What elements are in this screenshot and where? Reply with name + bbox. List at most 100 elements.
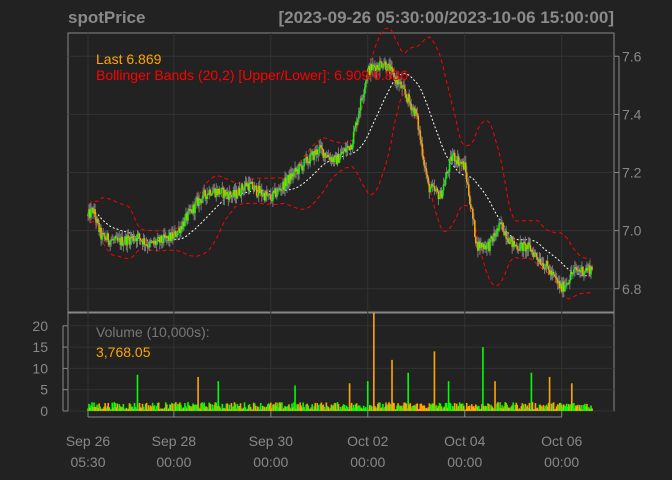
candle-body [546, 261, 549, 267]
volume-bar [195, 404, 197, 411]
candle-body [293, 172, 295, 177]
candle-body [150, 242, 153, 244]
volume-bar [290, 408, 292, 411]
volume-bar [565, 403, 568, 411]
volume-bar [459, 403, 462, 411]
candle-body [505, 231, 507, 239]
candle-body [92, 208, 94, 214]
volume-bar [346, 407, 349, 411]
volume-bar [94, 407, 96, 411]
volume-bar [335, 409, 338, 411]
volume-bar [317, 404, 320, 411]
volume-bar [192, 403, 194, 411]
volume-bar [521, 403, 524, 411]
volume-bar [226, 403, 229, 411]
volume-bar [385, 402, 387, 411]
volume-tick-label: 15 [32, 339, 48, 355]
volume-bar [127, 408, 130, 411]
volume-bar [143, 409, 146, 411]
volume-bar [468, 405, 471, 411]
candle-body [579, 269, 581, 272]
candle-body [106, 233, 108, 240]
candle-body [203, 190, 205, 192]
candle-body [208, 189, 211, 195]
candle-body [129, 236, 132, 245]
volume-bar [232, 406, 235, 411]
volume-bar [115, 407, 118, 411]
volume-bar [539, 404, 542, 411]
volume-bar [548, 376, 551, 411]
volume-bar [95, 406, 97, 411]
volume-bar [134, 406, 137, 411]
candle-body [537, 259, 540, 262]
candle-body [475, 236, 477, 244]
volume-bar [271, 408, 273, 411]
candle-body [231, 195, 234, 198]
volume-bar [291, 403, 293, 411]
candle-body [547, 266, 550, 271]
candle-body [541, 263, 544, 265]
candle-body [286, 181, 288, 187]
volume-bar [274, 405, 276, 411]
volume-bar [482, 347, 484, 411]
candle-body [448, 160, 451, 172]
candle-body [249, 182, 252, 184]
volume-bar [342, 404, 345, 411]
volume-bar [360, 408, 363, 411]
volume-bar [388, 402, 390, 411]
candle-body [451, 154, 454, 161]
candle-body [428, 183, 431, 193]
volume-bar [588, 407, 590, 411]
volume-bar [478, 405, 480, 411]
candle-body [527, 242, 530, 250]
volume-bar [363, 407, 366, 411]
volume-bar [334, 403, 337, 411]
volume-bar [277, 402, 279, 411]
volume-bar [225, 403, 228, 411]
volume-bar [246, 408, 249, 411]
candle-body [126, 235, 129, 246]
candle-body [552, 271, 555, 275]
volume-bar [438, 402, 441, 411]
bollinger-lower-band [87, 93, 592, 300]
candle-body [559, 283, 562, 289]
volume-bar [150, 406, 153, 411]
volume-bar [87, 408, 89, 411]
volume-bar [511, 405, 514, 411]
candle-body [359, 98, 362, 111]
candle-body [175, 231, 177, 237]
candle-body [114, 236, 117, 240]
candle-body [421, 143, 424, 156]
volume-bar [254, 405, 257, 411]
candle-body [148, 241, 151, 248]
candle-body [142, 238, 145, 245]
volume-bar [236, 404, 239, 411]
candle-body [452, 152, 455, 155]
volume-bar [211, 404, 214, 411]
volume-bar [423, 405, 426, 411]
candle-body [116, 237, 119, 241]
volume-bar [214, 402, 217, 411]
volume-bar [451, 405, 454, 411]
volume-bar [117, 408, 120, 411]
candle-body [570, 272, 573, 275]
candle-body [241, 184, 244, 190]
volume-bar [141, 403, 144, 411]
bollinger-upper-band [87, 27, 592, 260]
candle-body [540, 264, 543, 266]
candle-body [481, 242, 483, 248]
candle-body [182, 221, 184, 230]
candle-body [405, 93, 407, 98]
candle-body [520, 242, 523, 244]
candle-body [335, 155, 338, 165]
candle-body [468, 195, 471, 205]
volume-bar [398, 405, 400, 411]
volume-bar [456, 407, 459, 411]
volume-bar [177, 403, 179, 411]
candle-body [313, 150, 316, 160]
volume-bar [422, 405, 425, 411]
candle-body [209, 189, 212, 195]
volume-bar [119, 406, 122, 411]
candle-body [252, 189, 255, 191]
candle-body [149, 241, 152, 243]
